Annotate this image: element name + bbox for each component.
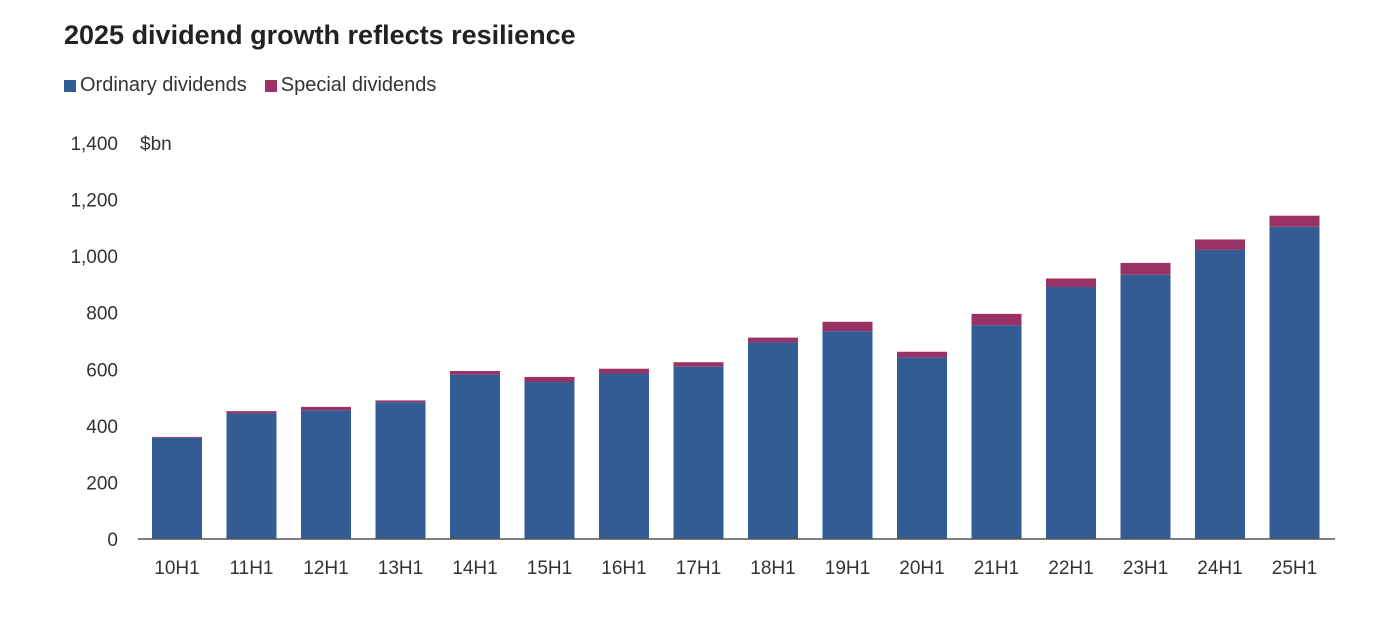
x-tick-label: 15H1 bbox=[527, 558, 572, 579]
bar-ordinary-dividends bbox=[822, 331, 873, 539]
bar-special-dividends bbox=[897, 351, 947, 358]
x-tick-label: 20H1 bbox=[899, 558, 944, 579]
x-tick-label: 12H1 bbox=[303, 558, 348, 579]
bar-ordinary-dividends bbox=[897, 357, 947, 539]
x-tick-label: 17H1 bbox=[676, 558, 721, 579]
bar-ordinary-dividends bbox=[1269, 226, 1320, 539]
bar-special-dividends bbox=[226, 411, 277, 414]
x-tick-label: 13H1 bbox=[378, 558, 423, 579]
y-tick-label: 400 bbox=[86, 417, 118, 438]
bar-special-dividends bbox=[450, 370, 500, 375]
y-tick-label: 200 bbox=[86, 473, 118, 494]
bar-special-dividends bbox=[1046, 278, 1096, 287]
bar-ordinary-dividends bbox=[301, 410, 351, 539]
y-tick-label: 1,000 bbox=[70, 247, 118, 268]
bar-ordinary-dividends bbox=[524, 382, 575, 539]
bar-special-dividends bbox=[822, 321, 873, 332]
y-tick-label: 1,400 bbox=[70, 134, 118, 155]
y-tick-label: 600 bbox=[86, 360, 118, 381]
bar-special-dividends bbox=[301, 406, 351, 411]
bar-special-dividends bbox=[375, 400, 426, 403]
x-tick-label: 16H1 bbox=[601, 558, 646, 579]
x-tick-label: 21H1 bbox=[974, 558, 1019, 579]
bar-special-dividends bbox=[1195, 239, 1245, 250]
x-tick-label: 10H1 bbox=[154, 558, 199, 579]
legend-label-ordinary: Ordinary dividends bbox=[80, 74, 247, 96]
x-tick-label: 11H1 bbox=[229, 558, 273, 579]
x-tick-label: 14H1 bbox=[452, 558, 497, 579]
legend-label-special: Special dividends bbox=[280, 74, 437, 96]
bar-ordinary-dividends bbox=[673, 366, 724, 539]
x-tick-label: 18H1 bbox=[750, 558, 795, 579]
bar-ordinary-dividends bbox=[971, 325, 1022, 539]
bar-ordinary-dividends bbox=[1120, 274, 1171, 539]
bar-ordinary-dividends bbox=[1195, 249, 1245, 540]
x-tick-label: 23H1 bbox=[1123, 558, 1168, 579]
legend-swatch-special bbox=[264, 79, 277, 92]
legend: Ordinary dividends Special dividends bbox=[64, 74, 436, 97]
bar-ordinary-dividends bbox=[599, 373, 649, 539]
bar-special-dividends bbox=[599, 368, 649, 374]
bar-ordinary-dividends bbox=[226, 413, 277, 539]
bar-ordinary-dividends bbox=[748, 342, 798, 539]
y-tick-label: 1,200 bbox=[70, 191, 118, 212]
legend-item-ordinary: Ordinary dividends bbox=[64, 74, 247, 97]
x-tick-label: 22H1 bbox=[1048, 558, 1093, 579]
y-tick-label: 800 bbox=[86, 304, 118, 325]
x-tick-label: 25H1 bbox=[1272, 558, 1317, 579]
x-tick-label: 24H1 bbox=[1197, 558, 1242, 579]
bar-special-dividends bbox=[971, 313, 1022, 326]
bar-special-dividends bbox=[1269, 215, 1320, 227]
bar-special-dividends bbox=[1120, 262, 1171, 275]
unit-label: $bn bbox=[140, 134, 172, 155]
legend-swatch-ordinary bbox=[64, 79, 76, 92]
bar-ordinary-dividends bbox=[375, 402, 426, 539]
bar-special-dividends bbox=[524, 376, 575, 383]
bar-special-dividends bbox=[152, 436, 202, 438]
bar-special-dividends bbox=[748, 337, 798, 343]
bar-ordinary-dividends bbox=[152, 437, 202, 539]
chart-title: 2025 dividend growth reflects resilience bbox=[64, 20, 576, 50]
bar-ordinary-dividends bbox=[450, 374, 500, 539]
bar-ordinary-dividends bbox=[1046, 286, 1096, 539]
bar-special-dividends bbox=[673, 362, 724, 367]
legend-item-special: Special dividends bbox=[264, 74, 437, 97]
x-tick-label: 19H1 bbox=[825, 558, 870, 579]
y-tick-label: 0 bbox=[107, 530, 118, 551]
